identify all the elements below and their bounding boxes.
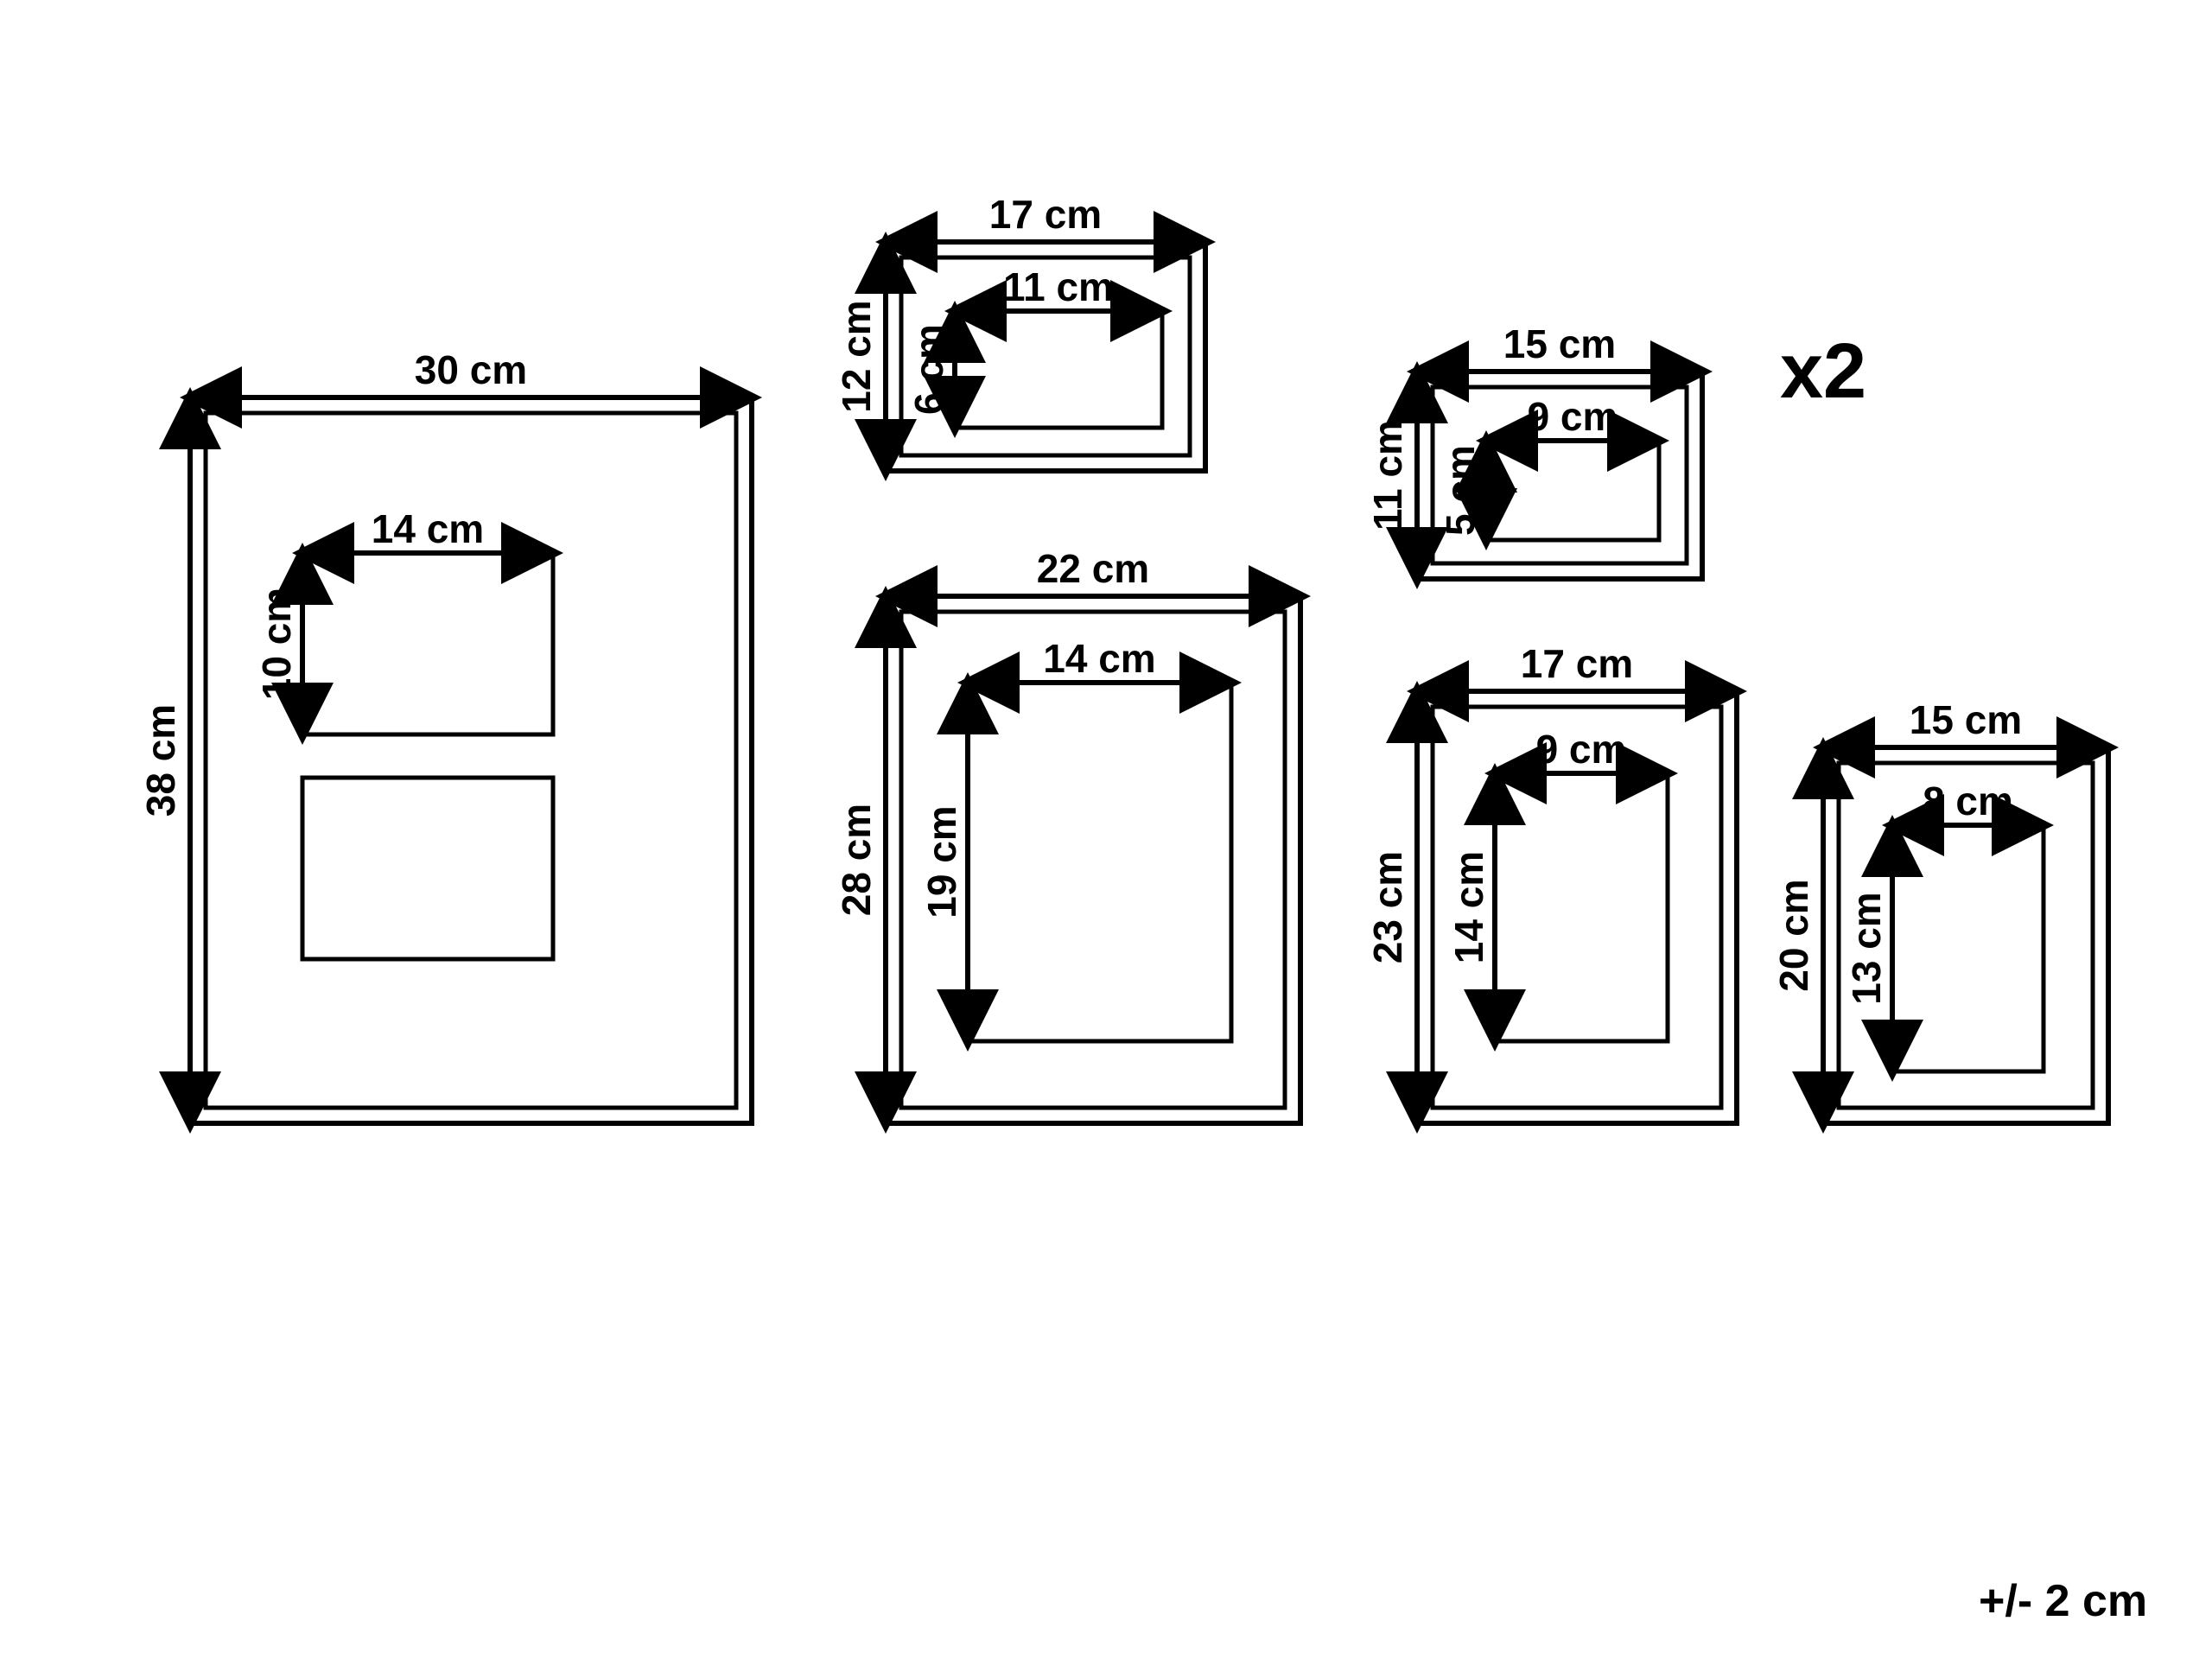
dimension-label: 17 cm <box>989 192 1102 237</box>
dimension-label: 12 cm <box>834 300 879 412</box>
dimension-label: 13 cm <box>1844 892 1889 1004</box>
dimension-label: 14 cm <box>1043 636 1155 681</box>
dimension-label: 19 cm <box>919 805 964 918</box>
dimension-label: 9 cm <box>1528 394 1618 439</box>
dimension-label: 28 cm <box>834 804 879 916</box>
dimension-label: 20 cm <box>1771 879 1816 991</box>
dimension-label: 10 cm <box>254 588 299 700</box>
dimension-label: 30 cm <box>415 347 527 392</box>
quantity-label: x2 <box>1780 328 1866 415</box>
dimension-label: 15 cm <box>1503 321 1616 366</box>
dimension-label: 5 cm <box>1438 445 1483 536</box>
dimension-label: 17 cm <box>1521 641 1633 686</box>
dimension-label: 38 cm <box>138 704 183 817</box>
dimension-label: 14 cm <box>1446 851 1491 963</box>
dimension-label: 15 cm <box>1910 697 2022 742</box>
dimension-label: 22 cm <box>1037 546 1149 591</box>
dimension-diagram: 30 cm 38 cm 14 cm 10 cm 17 cm 12 cm 11 cm 6 cm 2… <box>0 0 2212 1659</box>
dimension-label: 9 cm <box>1536 727 1627 772</box>
tolerance-label: +/- 2 cm <box>1979 1576 2147 1626</box>
dimension-label: 23 cm <box>1365 851 1410 963</box>
dimension-label: 14 cm <box>372 506 484 551</box>
dimension-label: 8 cm <box>1923 779 2013 823</box>
dimension-label: 11 cm <box>1365 420 1410 531</box>
dimension-label: 6 cm <box>906 324 951 415</box>
dimension-label: 11 cm <box>1003 264 1114 309</box>
